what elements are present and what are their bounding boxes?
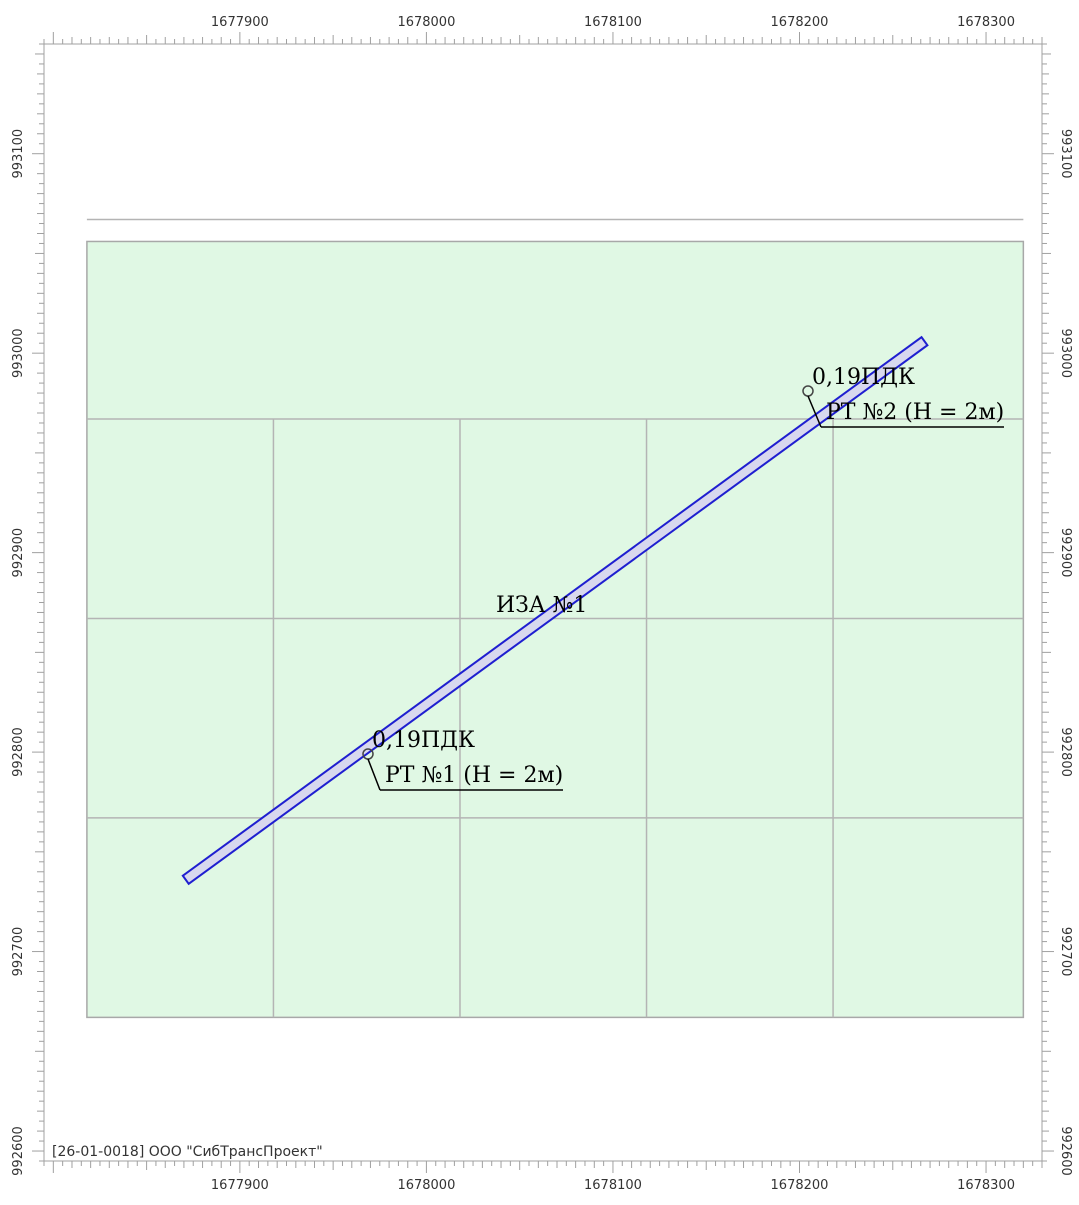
- ruler-tick-label: 993000: [11, 328, 26, 378]
- ruler-tick-label: 1678000: [397, 15, 455, 30]
- ruler-tick-label: 992600: [1058, 1126, 1073, 1176]
- ruler-tick-label: 1678100: [584, 15, 642, 30]
- calc-area-rect: [86, 240, 1025, 1019]
- ruler-tick-label: 1678200: [771, 15, 829, 30]
- ruler-tick-label: 993100: [1058, 129, 1073, 179]
- receptor-value-label: 0,19ПДК: [372, 728, 475, 753]
- receptor-name-label: РТ №2 (H = 2м): [826, 400, 1004, 425]
- ruler-bottom: 1677900 1678000 1678100 1678200 1678300: [43, 1161, 1043, 1193]
- ruler-tick-label: 1678000: [397, 1178, 455, 1193]
- receptor-point: 0,19ПДК РТ №1 (H = 2м): [362, 728, 563, 791]
- ruler-tick-label: 993000: [1058, 328, 1073, 378]
- ruler-left: 993100 993000 992900 992800 992700 992600: [11, 43, 44, 1176]
- ruler-top: 1677900 1678000 1678100 1678200 1678300: [43, 15, 1043, 44]
- receptor-leader-line: [367, 758, 381, 791]
- ruler-tick-label: 992800: [11, 727, 26, 777]
- ruler-tick-label: 992900: [1058, 528, 1073, 578]
- ruler-tick-label: 993100: [11, 129, 26, 179]
- receptor-value-label: 0,19ПДК: [812, 365, 915, 390]
- receptor-points: 0,19ПДК РТ №1 (H = 2м) 0,19ПДК РТ №2 (H = 2…: [362, 365, 1004, 791]
- ruler-tick-label: 992700: [11, 927, 26, 977]
- calculation-area: [86, 218, 1025, 1019]
- ruler-right: 993100 993000 992900 992800 992700 992600: [1042, 43, 1073, 1176]
- ruler-tick-label: 1678200: [771, 1178, 829, 1193]
- ruler-tick-label: 1678100: [584, 1178, 642, 1193]
- ruler-tick-label: 1678300: [957, 1178, 1015, 1193]
- ruler-tick-label: 992700: [1058, 927, 1073, 977]
- source-body: [181, 335, 929, 886]
- ruler-tick-label: 992800: [1058, 727, 1073, 777]
- ruler-tick-label: 1677900: [211, 15, 269, 30]
- ruler-tick-label: 992600: [11, 1126, 26, 1176]
- receptor-leader-line: [807, 395, 822, 428]
- receptor-name-label: РТ №1 (H = 2м): [385, 763, 563, 788]
- footer-label: [26-01-0018] ООО "СибТрансПроект": [52, 1144, 323, 1160]
- source-label: ИЗА №1: [496, 593, 587, 618]
- ruler-tick-label: 992900: [11, 528, 26, 578]
- receptor-point: 0,19ПДК РТ №2 (H = 2м): [802, 365, 1004, 428]
- ruler-tick-label: 1678300: [957, 15, 1015, 30]
- emission-source: [181, 335, 929, 886]
- ruler-tick-label: 1677900: [211, 1178, 269, 1193]
